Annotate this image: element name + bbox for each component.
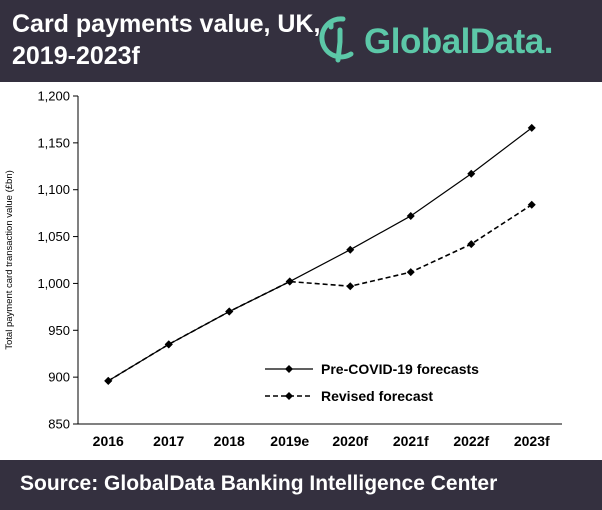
data-point-marker	[104, 376, 113, 385]
y-tick-label: 1,100	[37, 182, 70, 197]
data-point-marker	[346, 245, 355, 254]
legend-marker	[285, 365, 293, 373]
footer: Source: GlobalData Banking Intelligence …	[0, 460, 602, 510]
data-point-marker	[406, 211, 415, 220]
legend-label: Pre-COVID-19 forecasts	[321, 361, 479, 377]
line-chart: 850 900 950 1,000 1,050 1,100 1,150 1,200 2016 20…	[4, 89, 562, 449]
data-point-marker	[467, 240, 476, 249]
y-tick-label: 1,200	[37, 89, 70, 104]
y-tick-label: 1,000	[37, 276, 70, 291]
data-point-marker	[346, 282, 355, 291]
y-axis-label: Total payment card transaction value (£b…	[4, 170, 15, 350]
series-line	[107, 204, 533, 382]
x-tick-label: 2018	[214, 433, 245, 449]
data-point-marker	[285, 277, 294, 286]
chart-area: 850 900 950 1,000 1,050 1,100 1,150 1,200 2016 20…	[0, 82, 602, 460]
x-tick-label: 2022f	[453, 433, 489, 449]
data-point-marker	[406, 268, 415, 277]
x-tick-label: 2016	[93, 433, 124, 449]
data-point-marker	[527, 123, 536, 132]
legend-label: Revised forecast	[321, 388, 433, 404]
header: Card payments value, UK, 2019-2023f Glob…	[0, 0, 602, 82]
x-tick-label: 2020f	[332, 433, 368, 449]
data-point-marker	[225, 307, 234, 316]
x-tick-label: 2021f	[393, 433, 429, 449]
legend-item: Revised forecast	[265, 388, 433, 404]
x-tick-label: 2017	[153, 433, 184, 449]
x-tick-label: 2019e	[270, 433, 309, 449]
series-revised-forecast	[104, 200, 536, 385]
globaldata-logo-text: GlobalData.	[364, 22, 553, 61]
globaldata-logo: GlobalData.	[312, 10, 597, 72]
chart-title: Card payments value, UK, 2019-2023f	[12, 8, 321, 72]
y-tick-label: 1,150	[37, 135, 70, 150]
y-tick-label: 850	[48, 417, 70, 432]
y-tick-label: 1,050	[37, 229, 70, 244]
source-text: Source: GlobalData Banking Intelligence …	[20, 472, 498, 495]
y-tick-label: 900	[48, 370, 70, 385]
data-point-marker	[467, 169, 476, 178]
globaldata-logo-icon	[319, 16, 354, 63]
data-point-marker	[527, 200, 536, 209]
title-line-1: Card payments value, UK,	[12, 10, 321, 38]
legend-marker	[285, 392, 293, 400]
y-tick-label: 950	[48, 323, 70, 338]
title-line-2: 2019-2023f	[12, 42, 140, 70]
legend-item: Pre-COVID-19 forecasts	[265, 361, 479, 377]
x-tick-label: 2023f	[514, 433, 550, 449]
data-point-marker	[164, 340, 173, 349]
